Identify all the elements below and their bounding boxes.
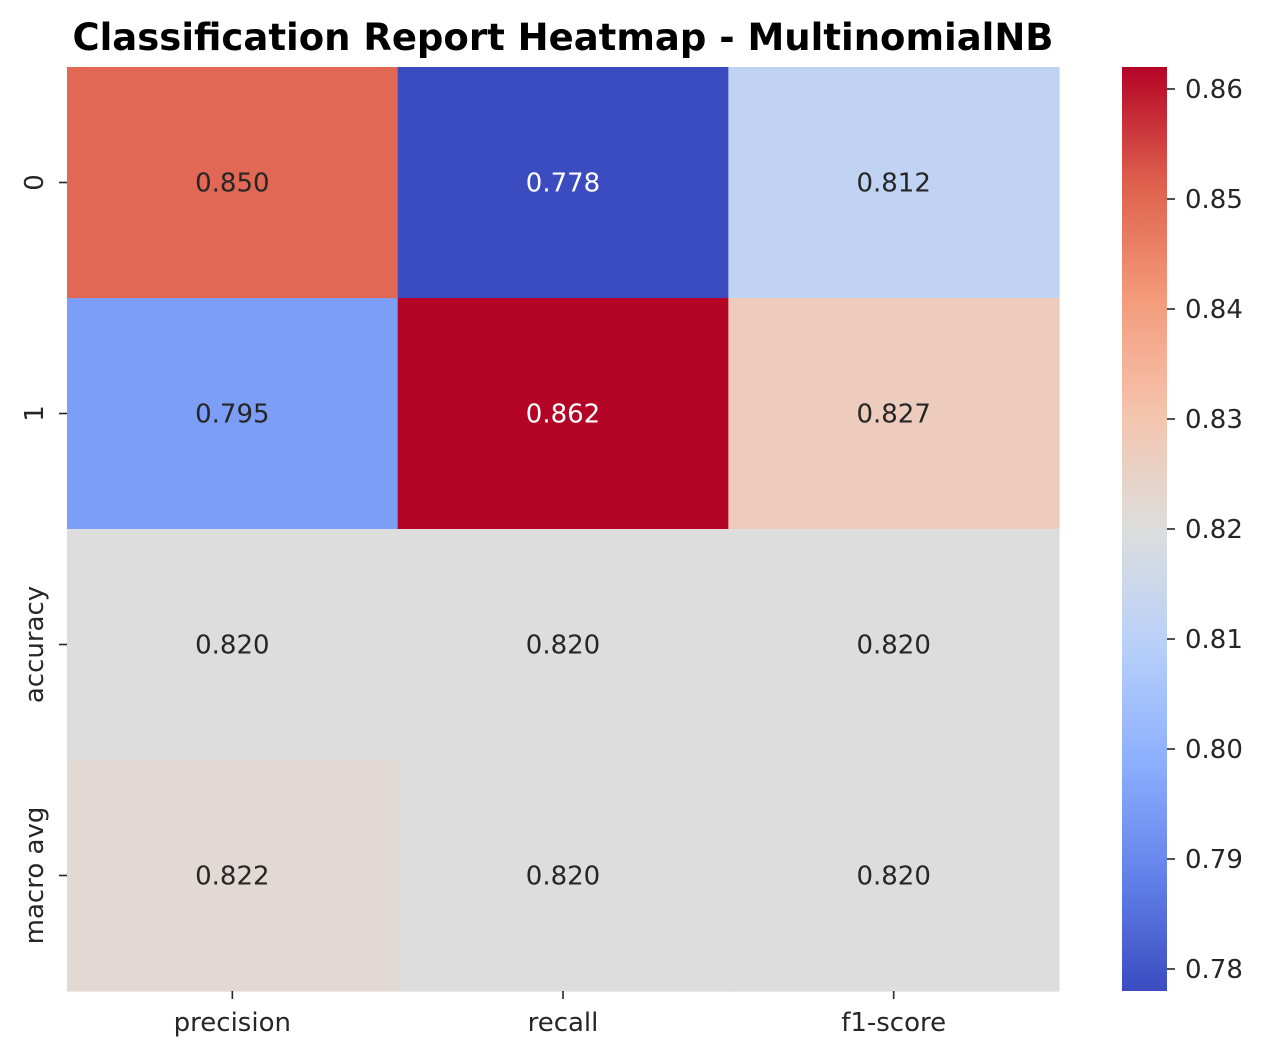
heatmap-cell bbox=[728, 760, 1060, 992]
colorbar-gradient bbox=[1122, 67, 1167, 991]
colorbar-tick-label: 0.85 bbox=[1185, 185, 1243, 215]
colorbar-tick-label: 0.83 bbox=[1185, 405, 1243, 435]
chart-title: Classification Report Heatmap - Multinom… bbox=[72, 16, 1053, 59]
y-tick-label: 1 bbox=[20, 405, 50, 422]
y-axis: 0 1 accuracy macro avg bbox=[20, 174, 67, 944]
x-axis: precision recall f1-score bbox=[174, 991, 946, 1038]
heatmap-cells: 0.850 0.778 0.812 0.795 0.862 0.827 0.820 0.820… bbox=[67, 67, 1060, 992]
cell-value-label: 0.795 bbox=[195, 400, 269, 430]
colorbar-tick-label: 0.81 bbox=[1185, 625, 1243, 655]
heatmap-cell bbox=[728, 298, 1060, 530]
cell-value-label: 0.862 bbox=[526, 400, 600, 430]
heatmap-cell bbox=[397, 760, 729, 992]
y-tick-label: macro avg bbox=[20, 807, 50, 945]
heatmap-cell bbox=[397, 298, 729, 530]
heatmap-cell bbox=[728, 67, 1060, 299]
y-tick-label: accuracy bbox=[20, 586, 50, 703]
y-tick-label: 0 bbox=[20, 174, 50, 191]
heatmap-cell bbox=[728, 529, 1060, 761]
cell-value-label: 0.820 bbox=[526, 862, 600, 892]
heatmap-cell bbox=[67, 760, 399, 992]
cell-value-label: 0.850 bbox=[195, 169, 269, 199]
cell-value-label: 0.820 bbox=[526, 631, 600, 661]
cell-value-label: 0.820 bbox=[195, 631, 269, 661]
cell-value-label: 0.812 bbox=[856, 169, 930, 199]
cell-value-label: 0.822 bbox=[195, 862, 269, 892]
colorbar-tick-label: 0.82 bbox=[1185, 515, 1243, 545]
colorbar-tick-label: 0.78 bbox=[1185, 955, 1243, 985]
cell-value-label: 0.820 bbox=[856, 631, 930, 661]
heatmap-cell bbox=[67, 298, 399, 530]
cell-value-label: 0.778 bbox=[526, 169, 600, 199]
colorbar-tick-label: 0.86 bbox=[1185, 75, 1243, 105]
cell-value-label: 0.827 bbox=[856, 400, 930, 430]
heatmap-cell bbox=[397, 67, 729, 299]
colorbar-tick-label: 0.84 bbox=[1185, 295, 1243, 325]
colorbar-tick-label: 0.80 bbox=[1185, 735, 1243, 765]
heatmap-cell bbox=[67, 67, 399, 299]
x-tick-label: f1-score bbox=[841, 1008, 946, 1038]
x-tick-label: precision bbox=[174, 1008, 291, 1038]
colorbar: 0.78 0.79 0.80 0.81 0.82 0.83 0.84 0.85 0.86 bbox=[1122, 67, 1243, 991]
cell-value-label: 0.820 bbox=[856, 862, 930, 892]
heatmap-cell bbox=[397, 529, 729, 761]
heatmap-cell bbox=[67, 529, 399, 761]
x-tick-label: recall bbox=[528, 1008, 599, 1038]
colorbar-tick-label: 0.79 bbox=[1185, 845, 1243, 875]
